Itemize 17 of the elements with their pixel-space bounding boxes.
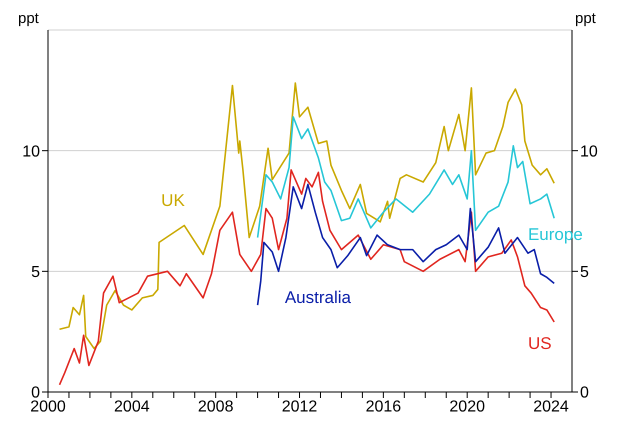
x-tick-label: 2000 [30, 398, 66, 416]
x-tick-label: 2020 [449, 398, 486, 416]
y2-tick-label: 0 [580, 384, 589, 402]
y-axis-title: ppt [18, 10, 39, 27]
series-label: UK [161, 191, 185, 212]
series-label: US [528, 334, 552, 354]
x-tick-label: 2024 [533, 398, 569, 416]
y2-tick-label: 5 [580, 264, 589, 282]
x-tick-label: 2008 [198, 398, 234, 416]
x-tick-label: 2012 [282, 398, 318, 416]
series-label: Australia [284, 288, 351, 308]
y2-axis-title: ppt [575, 10, 596, 27]
y2-tick-label: 10 [580, 143, 598, 160]
x-tick-label: 2016 [366, 398, 402, 416]
y-tick-label: 10 [22, 143, 40, 160]
x-tick-label: 2004 [114, 398, 150, 416]
y-tick-label: 5 [31, 264, 40, 282]
